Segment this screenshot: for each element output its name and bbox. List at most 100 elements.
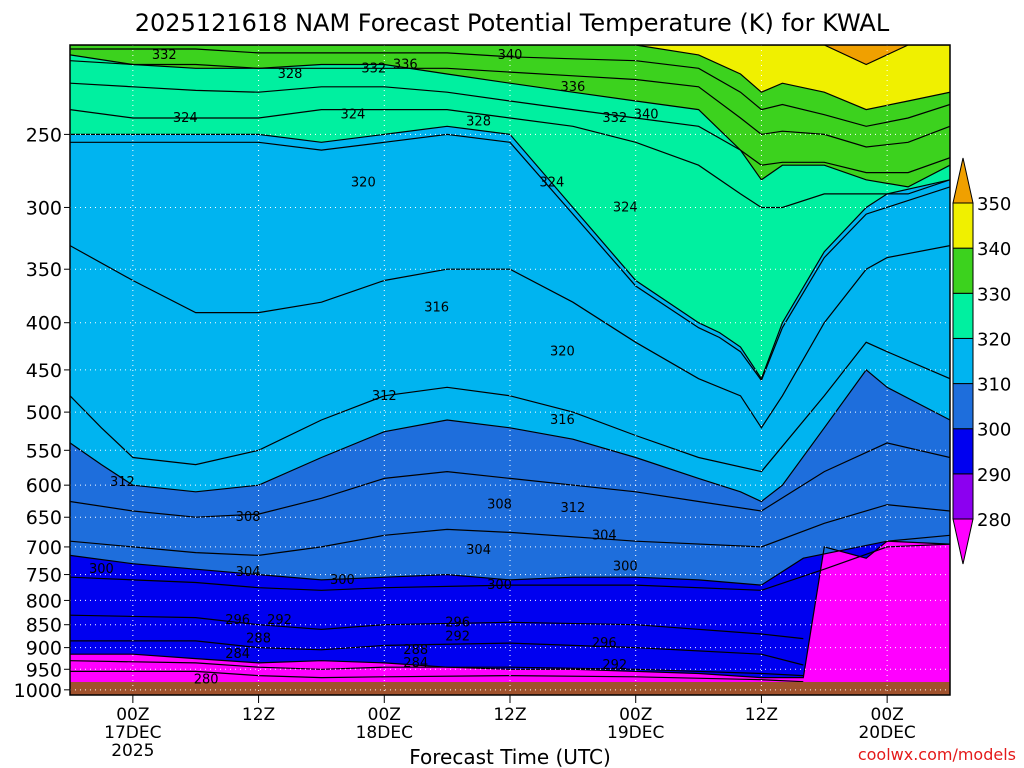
- x-tick-date: 17DEC: [104, 723, 161, 743]
- contour-label: 284: [225, 647, 250, 662]
- y-tick-label: 400: [26, 313, 62, 335]
- y-axis: 2503003504004505005506006507007508008509…: [14, 124, 70, 702]
- contour-label: 296: [592, 636, 617, 651]
- boundary-300: [70, 540, 950, 586]
- colorbar-segment: [952, 337, 974, 385]
- contour-label: 296: [445, 615, 470, 630]
- y-tick-label: 950: [26, 659, 62, 681]
- y-tick-label: 750: [26, 565, 62, 587]
- x-tick-label: 00Z: [871, 705, 904, 725]
- terrain-ground: [70, 682, 950, 695]
- contour-label: 312: [110, 475, 135, 490]
- y-tick-label: 900: [26, 638, 62, 660]
- x-tick-year: 2025: [111, 741, 154, 761]
- colorbar-label: 350: [977, 194, 1011, 215]
- gridlines: [70, 45, 950, 695]
- x-tick-label: 00Z: [116, 705, 149, 725]
- y-tick-label: 650: [26, 507, 62, 529]
- x-tick-date: 18DEC: [356, 723, 413, 743]
- colorbar-segment: [952, 383, 974, 430]
- contour-284: [70, 670, 804, 683]
- boundary-340: [70, 45, 950, 111]
- contour-label: 280: [194, 673, 219, 688]
- contour-label: 324: [173, 111, 198, 126]
- y-tick-label: 600: [26, 475, 62, 497]
- contour-label: 312: [372, 389, 397, 404]
- band-above-350: [70, 45, 950, 65]
- x-tick-label: 00Z: [619, 705, 652, 725]
- contour-label: 308: [487, 498, 512, 513]
- band-above-330: [70, 45, 950, 187]
- contour-label: 324: [340, 108, 365, 123]
- y-tick-label: 500: [26, 402, 62, 424]
- colorbar-segment: [952, 428, 974, 475]
- contour-label: 332: [361, 61, 386, 76]
- contour-label: 332: [152, 48, 177, 63]
- contour-label: 316: [424, 300, 449, 315]
- contour-label: 336: [393, 58, 418, 73]
- y-tick-label: 550: [26, 440, 62, 462]
- contour-label: 304: [592, 528, 617, 543]
- colorbar-segment: [952, 202, 974, 249]
- contour-label: 292: [445, 629, 470, 644]
- contour-label: 332: [602, 111, 627, 126]
- contour-label: 288: [403, 643, 428, 658]
- contour-316: [70, 245, 950, 429]
- contour-288: [70, 660, 804, 677]
- y-tick-label: 450: [26, 360, 62, 382]
- contour-label: 340: [498, 48, 523, 63]
- contour-label: 312: [560, 501, 585, 516]
- contour-296: [70, 614, 804, 640]
- x-axis-label: Forecast Time (UTC): [409, 745, 611, 768]
- watermark: coolwx.com/models: [858, 745, 1016, 764]
- contour-304: [70, 504, 950, 557]
- colorbar-label: 300: [977, 420, 1011, 441]
- x-tick-label: 00Z: [368, 705, 401, 725]
- contour-label: 300: [89, 562, 114, 577]
- contour-label: 316: [550, 413, 575, 428]
- colorbar-label: 290: [977, 465, 1011, 486]
- contour-label: 320: [550, 345, 575, 360]
- x-tick-label: 12Z: [242, 705, 275, 725]
- colorbar-label: 320: [977, 329, 1011, 350]
- contour-label: 296: [225, 613, 250, 628]
- contour-label: 284: [403, 656, 428, 671]
- colorbar-segment: [952, 473, 974, 520]
- colorbar-label: 340: [977, 239, 1011, 260]
- contour-324: [70, 109, 950, 209]
- boundary-330: [70, 54, 950, 188]
- contour-label: 292: [602, 658, 627, 673]
- contour-label: 308: [236, 510, 261, 525]
- colorbar-min-arrow: [952, 518, 974, 565]
- contour-label: 292: [267, 613, 292, 628]
- boundary-310: [70, 369, 950, 503]
- chart-title: 2025121618 NAM Forecast Potential Temper…: [135, 9, 890, 37]
- y-tick-label: 250: [26, 124, 62, 146]
- contour-label: 304: [236, 565, 261, 580]
- y-tick-label: 300: [26, 197, 62, 219]
- x-tick-date: 19DEC: [607, 723, 664, 743]
- contour-328: [70, 82, 950, 174]
- contour-label: 336: [560, 80, 585, 95]
- contour-320: [70, 133, 950, 382]
- x-tick-label: 12Z: [493, 705, 526, 725]
- colorbar-max-arrow: [952, 157, 974, 204]
- contour-label: 328: [466, 114, 491, 129]
- contour-label: 288: [246, 632, 271, 647]
- x-tick-label: 12Z: [745, 705, 778, 725]
- colorbar-segment: [952, 292, 974, 339]
- band-above-340: [70, 45, 950, 110]
- y-tick-label: 800: [26, 590, 62, 612]
- contour-308: [70, 442, 950, 518]
- x-tick-date: 20DEC: [858, 723, 915, 743]
- y-tick-label: 350: [26, 259, 62, 281]
- colorbar-label: 330: [977, 284, 1011, 305]
- colorbar-segment: [952, 247, 974, 294]
- y-tick-label: 850: [26, 615, 62, 637]
- y-tick-label: 1000: [14, 680, 62, 702]
- contour-label: 324: [539, 176, 564, 191]
- colorbar-label: 310: [977, 375, 1011, 396]
- contour-label: 324: [613, 200, 638, 215]
